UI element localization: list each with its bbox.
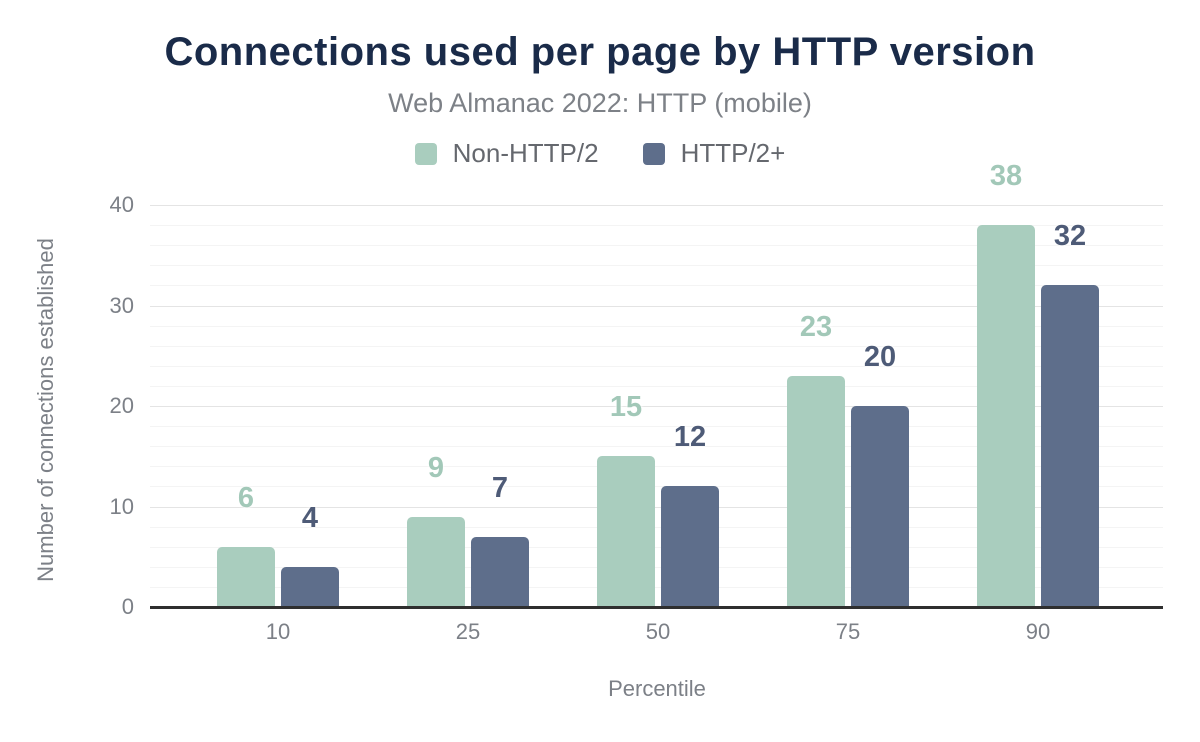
- bar-value-label: 20: [863, 341, 897, 373]
- minor-gridline: [150, 225, 1163, 227]
- x-tick-label: 50: [645, 619, 671, 644]
- legend-swatch-icon: [414, 142, 437, 165]
- bar-value-label: 23: [799, 310, 833, 343]
- minor-gridline: [150, 526, 1163, 528]
- bar-http2-p90: [1041, 285, 1099, 607]
- bar-nonhttp2-p25: [407, 516, 465, 607]
- bar-nonhttp2-p50: [597, 456, 655, 608]
- legend-item-0: Non-HTTP/2: [414, 138, 599, 169]
- bar-value-label: 6: [237, 481, 255, 514]
- legend-label: HTTP/2+: [680, 138, 786, 168]
- bar-http2-p75: [851, 406, 909, 607]
- x-tick-label: 75: [835, 619, 861, 644]
- minor-gridline: [150, 245, 1163, 247]
- bar-value-label: 38: [989, 160, 1023, 193]
- legend-item-1: HTTP/2+: [642, 138, 786, 169]
- x-axis-title: Percentile: [608, 676, 706, 701]
- major-gridline: [150, 205, 1163, 206]
- chart-title: Connections used per page by HTTP versio…: [164, 30, 1036, 74]
- bar-http2-p50: [661, 486, 719, 607]
- minor-gridline: [150, 325, 1163, 327]
- x-tick-label: 90: [1025, 619, 1051, 644]
- y-tick-label: 30: [109, 292, 134, 318]
- y-tick-label: 40: [109, 192, 134, 217]
- minor-gridline: [150, 446, 1163, 448]
- bar-http2-p25: [471, 536, 529, 607]
- minor-gridline: [150, 285, 1163, 287]
- bar-value-label: 15: [609, 391, 643, 424]
- bar-value-label: 9: [427, 451, 445, 484]
- legend-swatch-icon: [642, 142, 665, 165]
- x-axis-line: [150, 606, 1163, 609]
- major-gridline: [150, 305, 1163, 307]
- minor-gridline: [150, 365, 1163, 367]
- y-axis-title: Number of connections established: [33, 238, 58, 582]
- minor-gridline: [150, 265, 1163, 267]
- minor-gridline: [150, 586, 1163, 588]
- y-tick-label: 10: [109, 493, 134, 519]
- y-tick-label: 20: [109, 393, 134, 418]
- bar-nonhttp2-p75: [787, 375, 845, 608]
- bar-value-label: 32: [1053, 220, 1087, 253]
- bar-nonhttp2-p90: [977, 225, 1035, 607]
- minor-gridline: [150, 466, 1163, 468]
- legend-label: Non-HTTP/2: [452, 138, 599, 168]
- bar-value-label: 7: [491, 471, 509, 504]
- x-tick-label: 25: [455, 619, 481, 644]
- minor-gridline: [150, 566, 1163, 568]
- bar-nonhttp2-p10: [217, 546, 275, 607]
- major-gridline: [150, 506, 1163, 508]
- minor-gridline: [150, 426, 1163, 428]
- bar-value-label: 4: [301, 501, 319, 534]
- major-gridline: [150, 406, 1163, 407]
- x-tick-label: 10: [265, 619, 291, 644]
- y-tick-label: 0: [121, 594, 134, 619]
- bar-http2-p10: [281, 566, 339, 607]
- minor-gridline: [150, 486, 1163, 488]
- bar-value-label: 12: [673, 421, 707, 454]
- minor-gridline: [150, 385, 1163, 387]
- chart-subtitle: Web Almanac 2022: HTTP (mobile): [388, 88, 812, 118]
- minor-gridline: [150, 345, 1163, 347]
- minor-gridline: [150, 546, 1163, 548]
- legend: Non-HTTP/2 HTTP/2+: [0, 138, 1200, 169]
